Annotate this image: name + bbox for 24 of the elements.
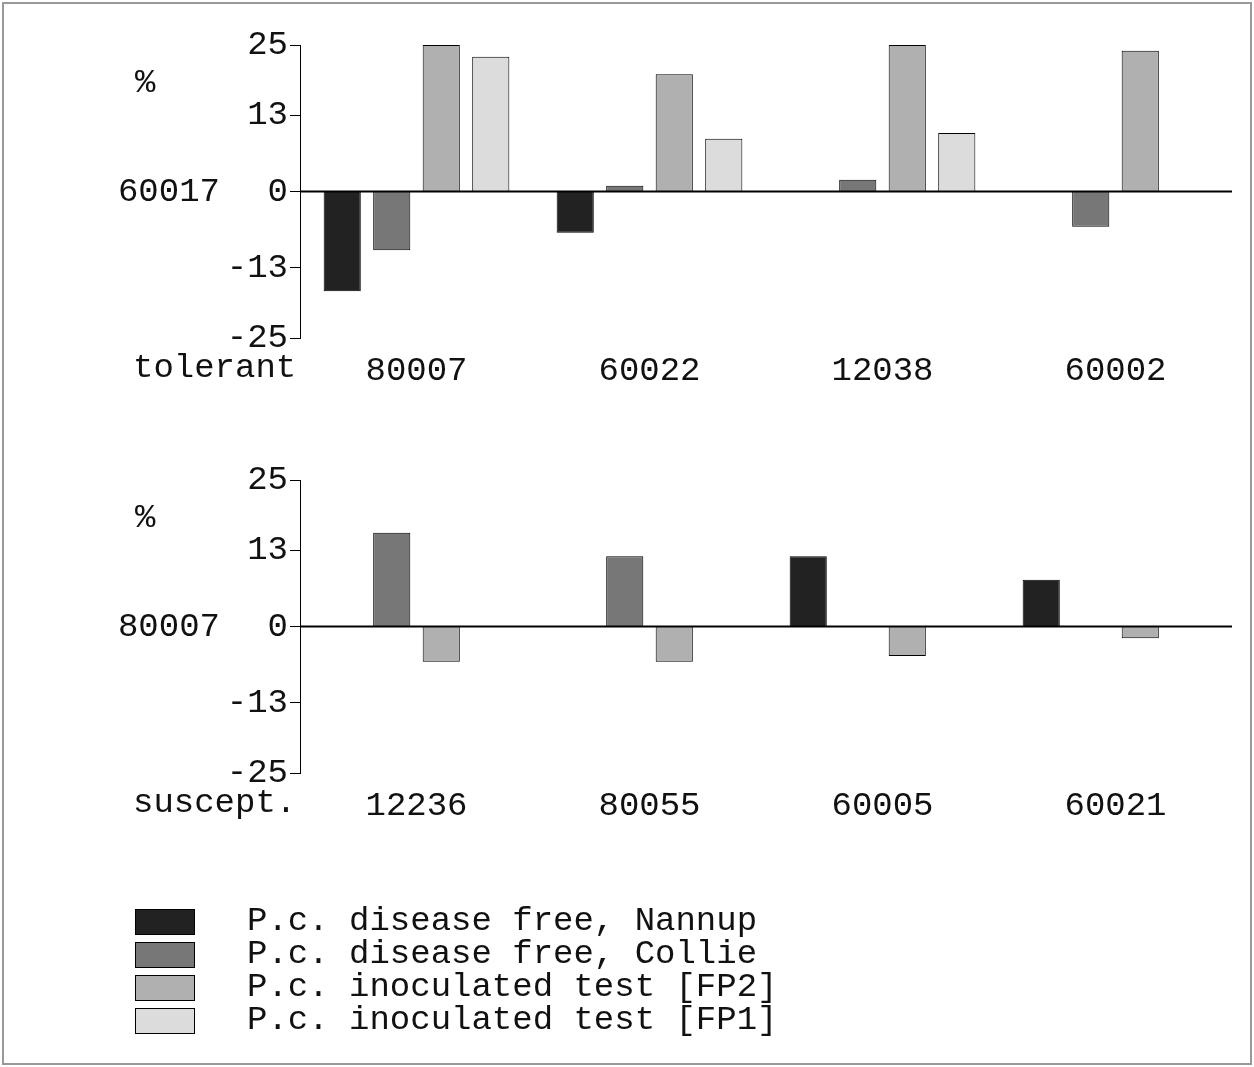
y-tick-label: 25 bbox=[247, 461, 288, 499]
x-tick-label: 60005 bbox=[831, 786, 934, 825]
y-tick-label: 13 bbox=[247, 531, 288, 570]
x-tick-label: 60021 bbox=[1064, 786, 1167, 825]
x-axis-title: suscept. bbox=[133, 784, 297, 823]
y-axis-title: % bbox=[135, 499, 156, 537]
y-tick-label: 25 bbox=[247, 26, 288, 64]
text: 80007 bbox=[117, 607, 220, 646]
y-tick-label: -13 bbox=[226, 248, 288, 287]
y-tick-label: 0 bbox=[267, 172, 288, 211]
x-axis-title: tolerant bbox=[133, 349, 297, 388]
x-tick-label: 12038 bbox=[831, 351, 934, 390]
x-tick-label: 80055 bbox=[598, 786, 701, 825]
x-tick-label: 12236 bbox=[365, 786, 468, 825]
x-tick-label: 60022 bbox=[598, 351, 701, 390]
y-axis-title: % bbox=[135, 64, 156, 102]
y-tick-label: 0 bbox=[267, 607, 288, 646]
y-tick-label: -13 bbox=[226, 683, 288, 722]
legend-label: P.c. inoculated test [FP2] bbox=[247, 968, 778, 1006]
x-tick-label: 60002 bbox=[1064, 351, 1167, 390]
x-tick-label: 80007 bbox=[365, 351, 468, 390]
text: 60017 bbox=[117, 172, 220, 211]
y-tick-label: 13 bbox=[247, 96, 288, 135]
legend-label: P.c. disease free, Nannup bbox=[247, 902, 758, 940]
